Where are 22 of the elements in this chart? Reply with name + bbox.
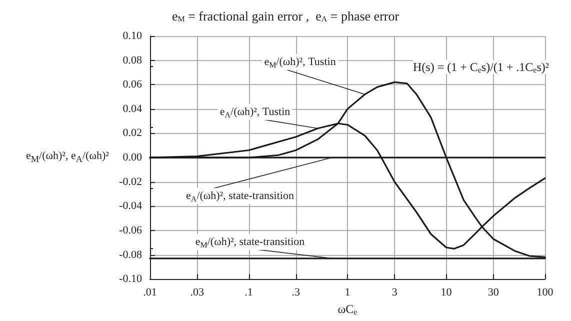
y-tick-label: 0.10	[122, 30, 142, 42]
x-tick-label: 100	[536, 286, 554, 299]
y-tick-label: 0.02	[122, 127, 142, 140]
y-tick-label: 0.04	[122, 102, 142, 115]
x-tick-label: .1	[244, 286, 253, 299]
y-axis-title: e$_{M}$/(ωh)², e$_{A}$/(ωh)²	[26, 150, 109, 164]
y-tick-label: 0.08	[122, 54, 142, 66]
x-tick-label: .03	[190, 286, 204, 299]
x-tick-label: 3	[392, 286, 398, 299]
x-tick-label: 1	[344, 286, 350, 299]
x-tick-label: 10	[440, 286, 452, 299]
y-tick-label: -0.04	[119, 200, 142, 212]
y-tick-label: -0.06	[119, 224, 142, 236]
x-tick-label: .01	[143, 286, 157, 299]
y-tick-label: -0.02	[119, 176, 142, 188]
y-tick-label: 0.00	[122, 152, 142, 164]
y-tick-label: -0.08	[119, 248, 142, 261]
y-tick-label: -0.10	[119, 273, 142, 286]
x-tick-label: 30	[488, 286, 500, 299]
chart-title: eM = fractional gain error , eA = phase error	[172, 8, 400, 24]
x-tick-label: .3	[292, 286, 300, 299]
y-tick-label: 0.06	[122, 78, 142, 91]
